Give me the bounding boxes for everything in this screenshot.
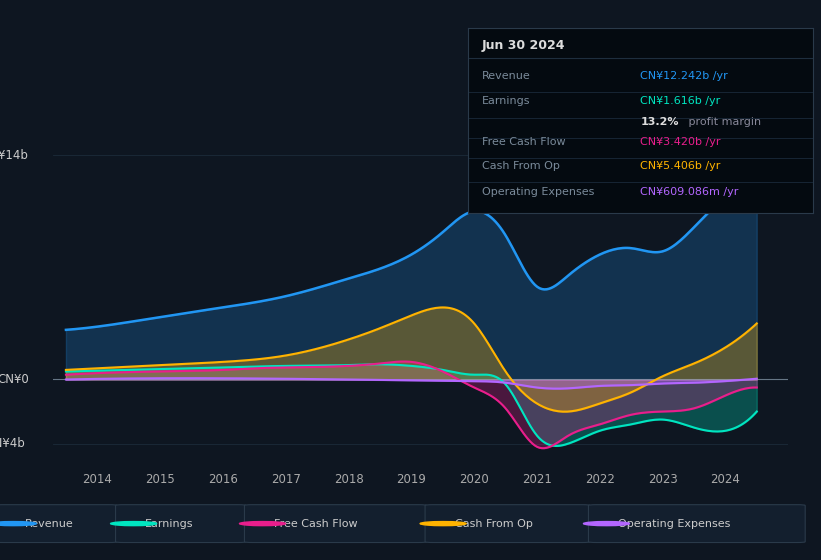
Text: CN¥609.086m /yr: CN¥609.086m /yr [640,187,739,197]
FancyBboxPatch shape [425,505,590,543]
FancyBboxPatch shape [116,505,246,543]
Text: Operating Expenses: Operating Expenses [618,519,731,529]
Text: Cash From Op: Cash From Op [455,519,533,529]
FancyBboxPatch shape [0,505,117,543]
FancyBboxPatch shape [245,505,427,543]
Text: Revenue: Revenue [482,71,530,81]
Circle shape [420,521,466,526]
Text: 13.2%: 13.2% [640,116,679,127]
Text: Operating Expenses: Operating Expenses [482,187,594,197]
Text: CN¥1.616b /yr: CN¥1.616b /yr [640,96,721,106]
Circle shape [111,521,157,526]
Text: CN¥0: CN¥0 [0,373,30,386]
Circle shape [584,521,630,526]
Text: CN¥3.420b /yr: CN¥3.420b /yr [640,137,721,147]
Text: profit margin: profit margin [686,116,761,127]
Text: CN¥5.406b /yr: CN¥5.406b /yr [640,161,721,171]
Text: Revenue: Revenue [25,519,74,529]
Text: Jun 30 2024: Jun 30 2024 [482,39,566,52]
Text: -CN¥4b: -CN¥4b [0,437,25,450]
Circle shape [0,521,36,526]
Text: Earnings: Earnings [482,96,530,106]
Text: Earnings: Earnings [145,519,194,529]
Circle shape [240,521,286,526]
Text: CN¥12.242b /yr: CN¥12.242b /yr [640,71,728,81]
Text: CN¥14b: CN¥14b [0,149,28,162]
Text: Cash From Op: Cash From Op [482,161,560,171]
Text: Free Cash Flow: Free Cash Flow [274,519,358,529]
FancyBboxPatch shape [589,505,805,543]
Text: Free Cash Flow: Free Cash Flow [482,137,566,147]
